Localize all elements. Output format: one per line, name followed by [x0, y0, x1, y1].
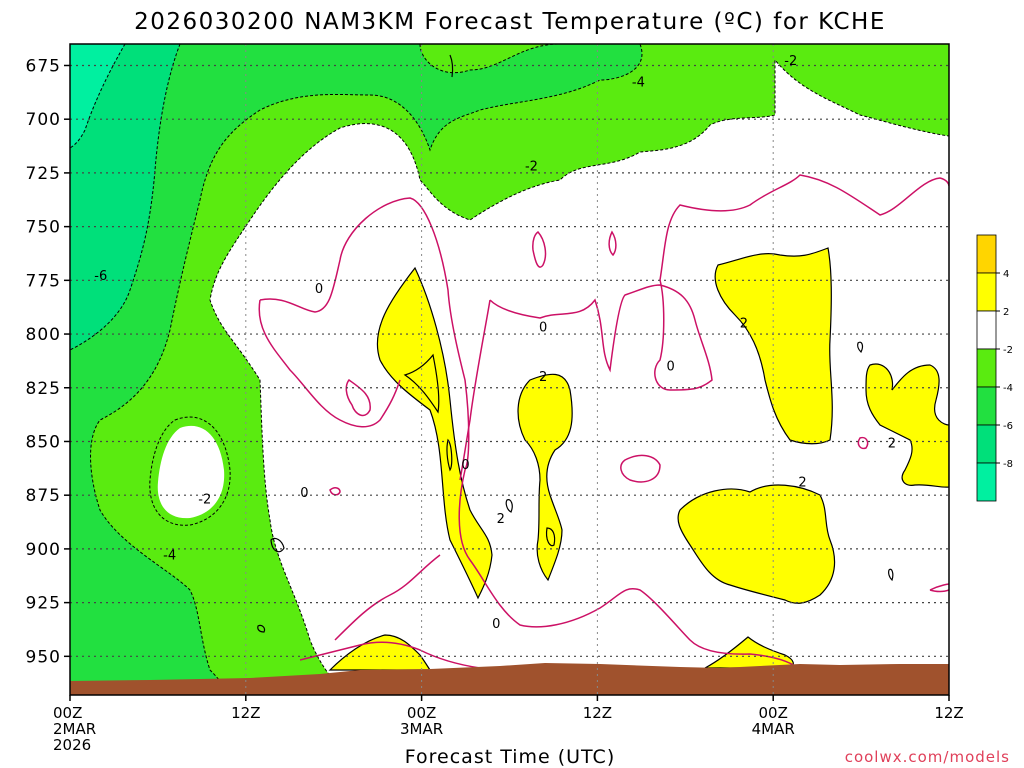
colorbar-swatch [976, 272, 997, 312]
contour-label: 0 [492, 617, 500, 632]
contour-label: -2 [784, 54, 797, 69]
y-axis: 675 700 725 750 775 800 825 850 875 900 925 950 [26, 56, 70, 667]
x-tick-label: 12Z [934, 704, 963, 722]
y-tick-label: 700 [26, 110, 61, 130]
colorbar-tick-label: 4 [1003, 269, 1009, 280]
gridlines [70, 44, 949, 695]
x-tick-label: 4MAR [752, 720, 795, 738]
contour-label: -6 [94, 269, 107, 284]
contour-label: -2 [198, 492, 211, 507]
colorbar-tick-label: -8 [1003, 459, 1013, 470]
y-tick-label: 675 [26, 56, 61, 76]
x-tick-label: 00Z [407, 704, 436, 722]
colorbar-swatch [976, 424, 997, 464]
contour-label: 2 [539, 370, 547, 385]
colorbar-tick-label: -2 [1003, 345, 1013, 356]
colorbar-tick-label: -6 [1003, 421, 1013, 432]
colorbar: 4 2 -2 -4 -6 -8 [976, 234, 1013, 502]
contour-label: -2 [525, 159, 538, 174]
colorbar-tick-label: -4 [1003, 383, 1013, 394]
band-minus8-to-minus6 [70, 44, 181, 351]
contour-labels: -2 -4 -2 -6 0 0 0 2 2 2 0 0 -2 2 2 -4 0 [94, 54, 896, 632]
y-tick-label: 900 [26, 540, 61, 560]
colorbar-tick-label: 2 [1003, 307, 1009, 318]
plot-frame [69, 43, 950, 696]
contour-label: -4 [163, 548, 176, 563]
y-tick-label: 950 [26, 647, 61, 667]
y-tick-label: 875 [26, 486, 61, 506]
x-tick-label: 12Z [231, 704, 260, 722]
band-minus10-to-minus8 [70, 44, 126, 149]
y-tick-label: 775 [26, 271, 61, 291]
contour-label: 2 [888, 437, 896, 452]
y-tick-label: 800 [26, 325, 61, 345]
y-tick-label: 850 [26, 432, 61, 452]
zero-contours [258, 174, 949, 671]
warm-blobs [328, 247, 949, 671]
colorbar-swatch [976, 234, 997, 274]
contour-label: 0 [300, 486, 308, 501]
y-tick-label: 750 [26, 218, 61, 238]
temperature-field [70, 44, 949, 695]
contour-label: 2 [497, 512, 505, 527]
colorbar-swatch [976, 386, 997, 426]
y-tick-label: 825 [26, 379, 61, 399]
contour-label: 0 [667, 359, 675, 374]
x-tick-label: 2026 [53, 736, 91, 754]
contour-label: -4 [632, 76, 645, 91]
contour-label: 2 [798, 475, 806, 490]
colorbar-swatch [976, 310, 997, 350]
contour-label: 0 [539, 321, 547, 336]
colorbar-swatch [976, 462, 997, 502]
contour-label: 0 [461, 458, 469, 473]
minor-contours [257, 54, 894, 633]
band-island-white-core [157, 425, 225, 519]
x-tick-label: 3MAR [400, 720, 443, 738]
x-tick-label: 12Z [583, 704, 612, 722]
y-tick-label: 925 [26, 594, 61, 614]
y-tick-label: 725 [26, 164, 61, 184]
x-axis-label: Forecast Time (UTC) [405, 746, 615, 768]
chart-title: 2026030200 NAM3KM Forecast Temperature (… [134, 9, 886, 35]
x-tick-label: 00Z [53, 704, 82, 722]
x-tick-label: 2MAR [53, 720, 96, 738]
contour-label: 0 [315, 282, 323, 297]
credit-link[interactable]: coolwx.com/models [845, 748, 1010, 766]
colorbar-swatch [976, 348, 997, 388]
contour-label: 2 [740, 316, 748, 331]
x-tick-label: 00Z [759, 704, 788, 722]
ground-terrain [70, 663, 949, 695]
